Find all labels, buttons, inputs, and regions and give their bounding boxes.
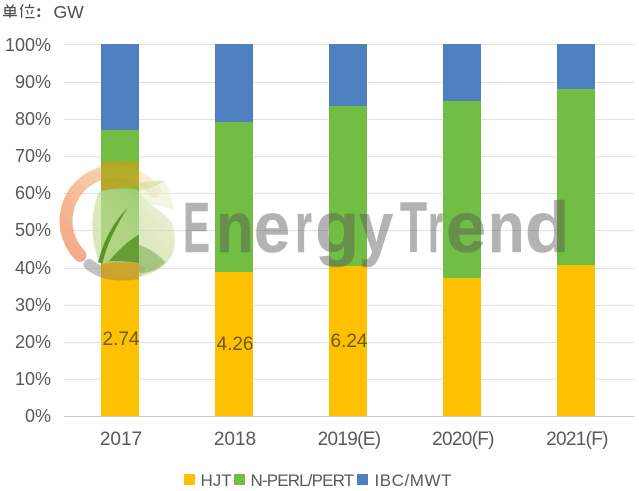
svg-text:E: E	[183, 189, 210, 268]
svg-text:r: r	[295, 189, 312, 268]
svg-text:T: T	[400, 189, 427, 268]
svg-text:n: n	[488, 189, 525, 268]
svg-text:r: r	[428, 189, 443, 268]
svg-text:e: e	[254, 189, 290, 268]
svg-text:GW: GW	[54, 3, 85, 22]
